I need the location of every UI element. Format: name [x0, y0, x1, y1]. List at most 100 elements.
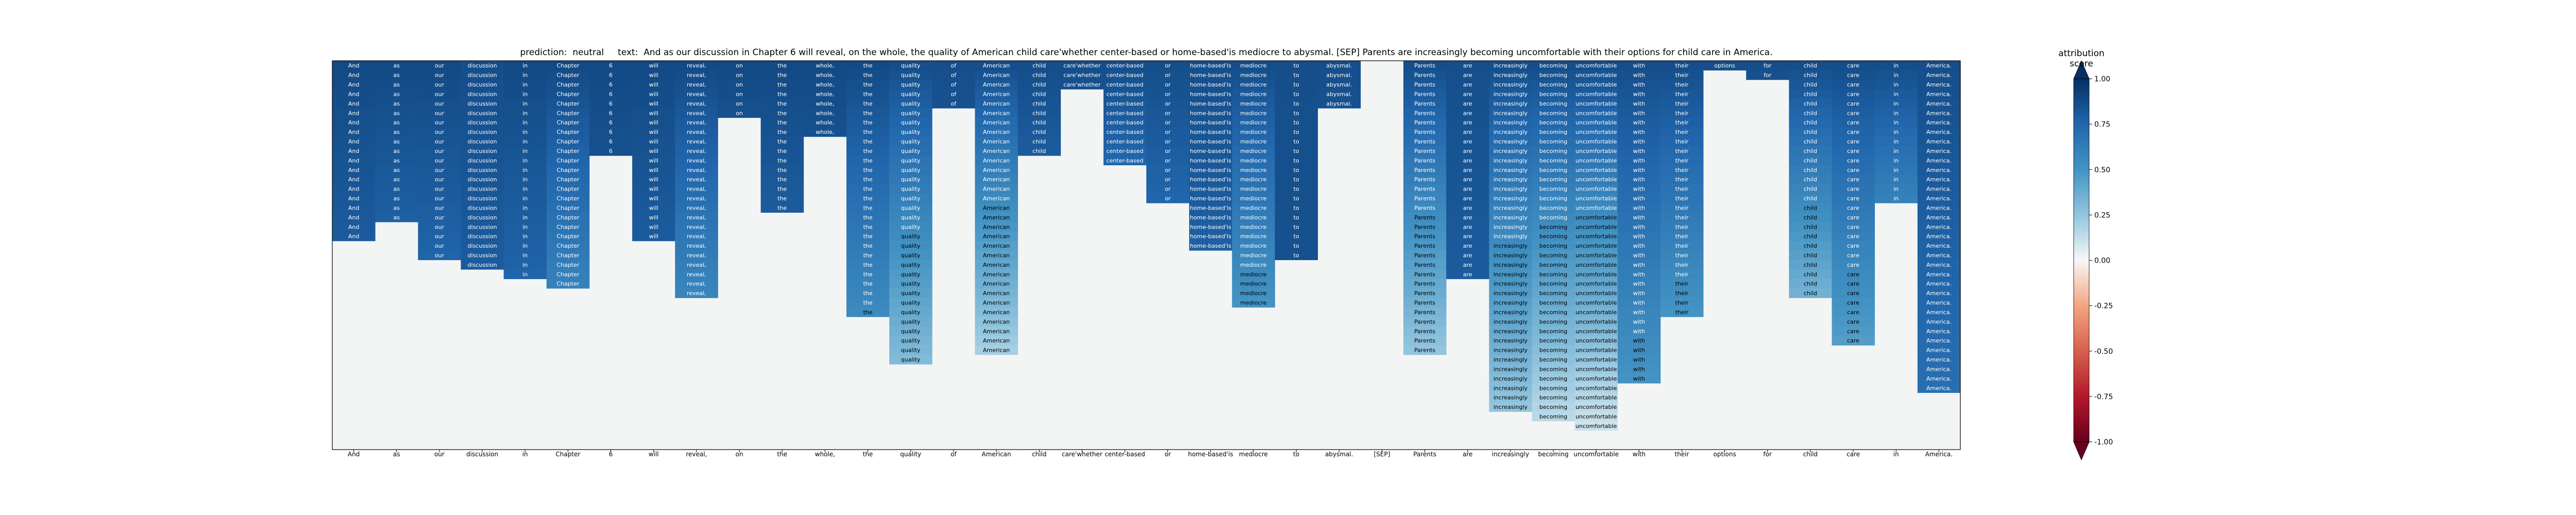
- heatmap-cell-label: mediocre: [1240, 281, 1267, 287]
- heatmap-cell: [1874, 70, 1918, 80]
- heatmap-cell: [1617, 89, 1661, 99]
- heatmap-cell: [1617, 260, 1661, 270]
- heatmap-cell: [1832, 260, 1875, 270]
- heatmap-cell-label: becoming: [1539, 110, 1567, 116]
- x-tick-label: Parents: [1413, 451, 1436, 458]
- heatmap-cell: [1446, 165, 1489, 175]
- heatmap-cell-label: will: [649, 186, 658, 193]
- heatmap-cell-label: mediocre: [1240, 233, 1267, 240]
- heatmap-cell: [1489, 117, 1532, 128]
- heatmap-cell: [632, 61, 675, 71]
- heatmap-cell: [675, 165, 718, 175]
- x-tick-label: in: [522, 451, 528, 458]
- heatmap-cell: [632, 203, 675, 213]
- heatmap-cell-label: child: [1804, 157, 1817, 164]
- heatmap-cell-label: center-based: [1106, 119, 1143, 126]
- heatmap-cell-label: the: [777, 186, 787, 193]
- heatmap-cell: [1617, 364, 1661, 374]
- heatmap-cell-label: America.: [1926, 262, 1952, 268]
- heatmap-cell: [1832, 184, 1875, 194]
- heatmap-cell: [675, 70, 718, 80]
- heatmap-cell-label: to: [1294, 100, 1299, 107]
- heatmap-cell: [1874, 146, 1918, 156]
- heatmap-cell-label: our: [435, 167, 445, 174]
- heatmap-cell-label: center-based: [1106, 100, 1143, 107]
- heatmap-cell-label: quality: [901, 110, 921, 116]
- heatmap-cell: [932, 98, 975, 109]
- heatmap-cell-label: with: [1633, 72, 1645, 79]
- heatmap-cell-label: uncomfortable: [1575, 385, 1617, 391]
- heatmap-cell-label: to: [1294, 214, 1299, 221]
- heatmap-cell-label: 6: [609, 110, 613, 116]
- heatmap-cell: [1789, 231, 1832, 242]
- heatmap-cell-label: whole,: [816, 81, 834, 88]
- heatmap-cell: [1403, 193, 1447, 203]
- heatmap-cell-label: child: [1804, 119, 1817, 126]
- heatmap-cell-label: their: [1675, 119, 1689, 126]
- heatmap-cell-label: increasingly: [1494, 119, 1528, 126]
- heatmap-cell-label: their: [1675, 252, 1689, 259]
- heatmap-cell-label: to: [1294, 119, 1299, 126]
- heatmap-cell: [546, 70, 590, 80]
- heatmap-cell-label: mediocre: [1240, 224, 1267, 230]
- heatmap-cell: [1532, 383, 1575, 393]
- heatmap-cell-label: Chapter: [556, 110, 579, 116]
- heatmap-cell-label: And: [348, 62, 359, 69]
- heatmap-cell-label: their: [1675, 148, 1689, 154]
- heatmap-cell: [1832, 279, 1875, 289]
- heatmap-cell: [1789, 193, 1832, 203]
- heatmap-cell-label: Parents: [1414, 233, 1435, 240]
- heatmap-cell: [1532, 288, 1575, 298]
- heatmap-cell-label: America.: [1926, 347, 1952, 354]
- heatmap-cell: [1874, 117, 1918, 128]
- heatmap-cell-label: in: [522, 233, 528, 240]
- heatmap-cell: [1917, 260, 1961, 270]
- heatmap-cell: [418, 212, 461, 222]
- heatmap-cell-label: And: [348, 129, 359, 135]
- heatmap-cell: [846, 288, 890, 298]
- heatmap-cell: [1146, 117, 1190, 128]
- heatmap-cell: [889, 298, 933, 308]
- heatmap-cell: [1832, 117, 1875, 128]
- heatmap-cell-labels: AndAndAndAndAndAndAndAndAndAndAndAndAndA…: [348, 62, 1952, 430]
- heatmap-cell-label: the: [863, 271, 872, 278]
- heatmap-cell-label: American: [983, 139, 1010, 145]
- heatmap-cell: [975, 193, 1018, 203]
- heatmap-cell-label: on: [736, 110, 743, 116]
- heatmap-cell: [1574, 146, 1618, 156]
- heatmap-cell: [546, 156, 590, 165]
- heatmap-cell-label: becoming: [1539, 404, 1567, 410]
- heatmap-cell: [1275, 136, 1318, 147]
- heatmap-cell-label: Parents: [1414, 204, 1435, 211]
- heatmap-cell: [1018, 89, 1061, 99]
- heatmap-cell-label: America.: [1926, 271, 1952, 278]
- heatmap-cell: [889, 70, 933, 80]
- heatmap-cell-label: with: [1633, 356, 1645, 363]
- heatmap-cell-label: increasingly: [1494, 347, 1528, 354]
- heatmap-cell: [1789, 156, 1832, 165]
- heatmap-cell-label: care: [1847, 309, 1859, 316]
- heatmap-cell-label: becoming: [1539, 100, 1567, 107]
- heatmap-cell: [1789, 127, 1832, 137]
- heatmap-cell: [332, 89, 376, 99]
- heatmap-cell: [546, 146, 590, 156]
- heatmap-cell: [1489, 146, 1532, 156]
- heatmap-cell: [1146, 79, 1190, 90]
- x-tick-label: for: [1764, 451, 1772, 458]
- heatmap-cell: [1832, 231, 1875, 242]
- heatmap-cell: [1917, 222, 1961, 232]
- heatmap-cell: [675, 212, 718, 222]
- heatmap-cell-label: as: [393, 204, 400, 211]
- heatmap-cell-label: home-based'is: [1190, 214, 1231, 221]
- heatmap-cell-label: increasingly: [1494, 204, 1528, 211]
- heatmap-cell: [1489, 288, 1532, 298]
- heatmap-cell: [1489, 108, 1532, 118]
- heatmap-cell-label: becoming: [1539, 148, 1567, 154]
- x-tick-label: our: [434, 451, 445, 458]
- heatmap-cell-label: America.: [1926, 72, 1952, 79]
- heatmap-cell: [975, 61, 1018, 71]
- heatmap-cell-label: American: [983, 81, 1010, 88]
- heatmap-cell-label: America.: [1926, 309, 1952, 316]
- heatmap-cell: [546, 250, 590, 261]
- heatmap-cell-label: care: [1847, 262, 1859, 268]
